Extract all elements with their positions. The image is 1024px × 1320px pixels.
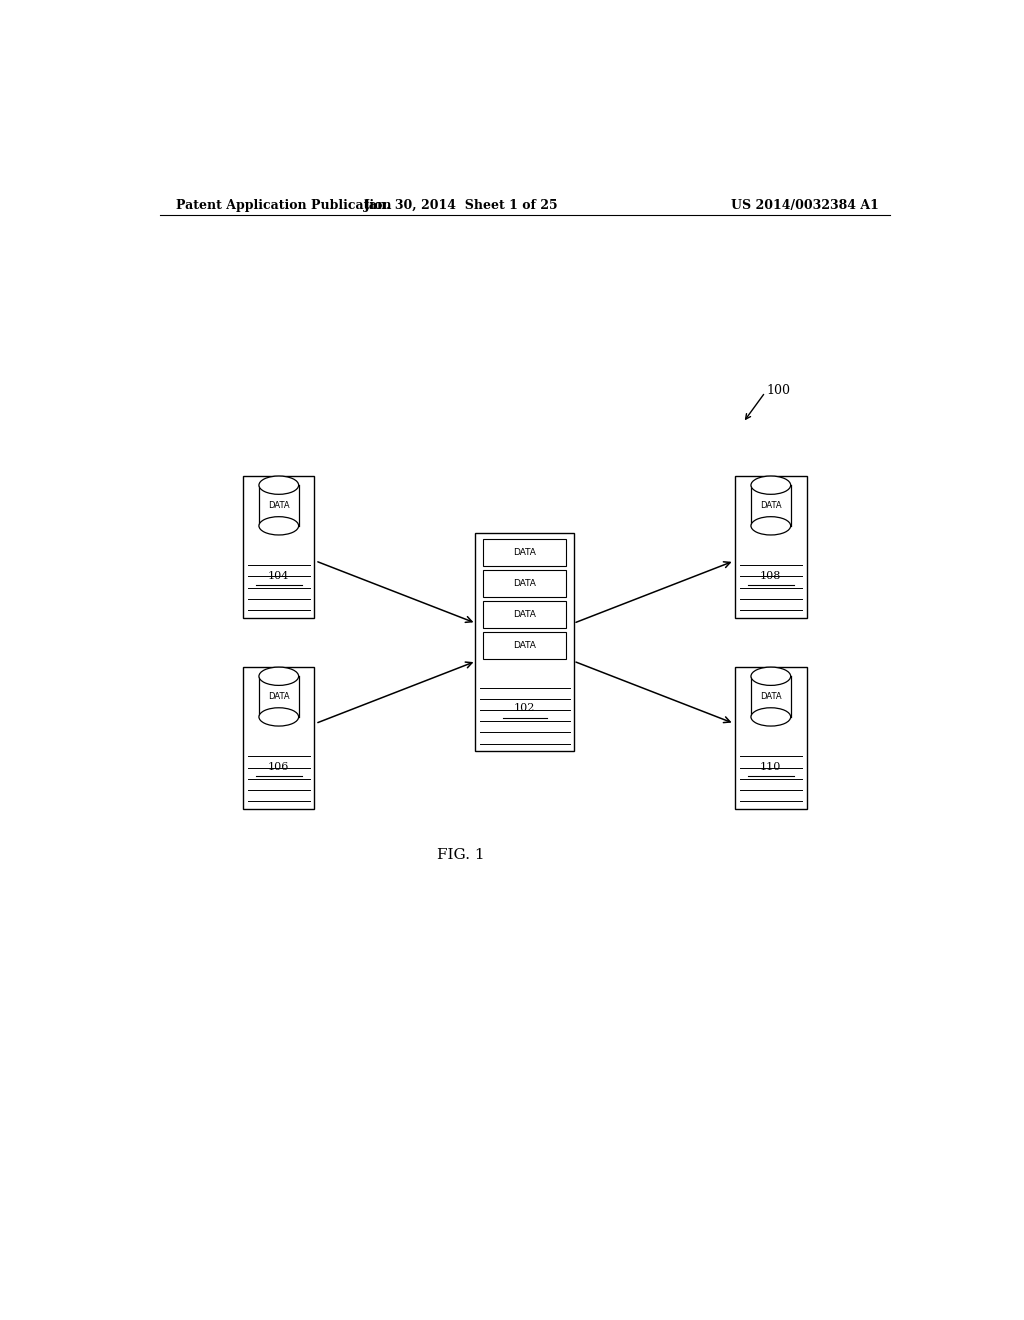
Ellipse shape [259, 516, 299, 535]
Bar [475, 533, 574, 751]
Text: DATA: DATA [268, 692, 290, 701]
Bar [751, 486, 791, 525]
Text: FIG. 1: FIG. 1 [437, 847, 485, 862]
Text: 100: 100 [767, 384, 791, 396]
Ellipse shape [751, 667, 791, 685]
Bar [259, 676, 299, 717]
Text: US 2014/0032384 A1: US 2014/0032384 A1 [731, 198, 879, 211]
Text: DATA: DATA [513, 579, 537, 587]
Ellipse shape [751, 708, 791, 726]
Bar [243, 667, 314, 809]
Bar [483, 539, 566, 566]
Text: 104: 104 [268, 572, 290, 581]
Bar [735, 475, 807, 618]
Text: DATA: DATA [513, 642, 537, 649]
Ellipse shape [259, 477, 299, 494]
Bar [483, 570, 566, 597]
Text: Jan. 30, 2014  Sheet 1 of 25: Jan. 30, 2014 Sheet 1 of 25 [364, 198, 559, 211]
Text: 102: 102 [514, 704, 536, 713]
Bar [243, 475, 314, 618]
Ellipse shape [259, 708, 299, 726]
Text: DATA: DATA [513, 548, 537, 557]
Ellipse shape [751, 477, 791, 494]
Text: 110: 110 [760, 762, 781, 772]
Bar [259, 486, 299, 525]
Bar [735, 667, 807, 809]
Bar [483, 601, 566, 628]
Text: DATA: DATA [268, 502, 290, 510]
Text: DATA: DATA [513, 610, 537, 619]
Text: 108: 108 [760, 572, 781, 581]
Bar [751, 676, 791, 717]
Text: DATA: DATA [760, 502, 781, 510]
Ellipse shape [259, 667, 299, 685]
Text: DATA: DATA [760, 692, 781, 701]
Text: 106: 106 [268, 762, 290, 772]
Ellipse shape [751, 516, 791, 535]
Bar [483, 632, 566, 659]
Text: Patent Application Publication: Patent Application Publication [176, 198, 391, 211]
